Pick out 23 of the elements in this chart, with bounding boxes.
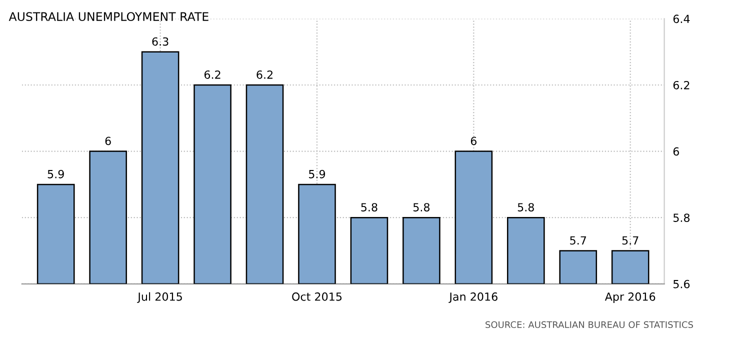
data-label: 5.9 [309,170,326,178]
x-tick-label: Jan 2016 [448,292,498,303]
x-tick-label: Oct 2015 [292,292,342,301]
y-tick-label: 5.6 [673,280,690,288]
data-label: 5.7 [570,236,586,245]
data-label: 6.2 [256,70,272,79]
x-tick-label: Apr 2016 [604,292,656,303]
y-tick-label: 6.2 [673,80,690,90]
y-tick-label: 6.4 [673,14,690,24]
data-label: 5.8 [361,203,378,212]
data-label: 6.2 [204,70,220,79]
data-label: 6.3 [152,37,168,46]
source-note: SOURCE: AUSTRALIAN BUREAU OF STATISTICS [486,321,693,328]
data-label: 5.8 [518,203,534,212]
data-label: 5.7 [622,236,638,245]
chart-title: AUSTRALIA UNEMPLOYMENT RATE [8,12,208,22]
y-tick-label: 6 [673,147,680,156]
x-tick-label: Jul 2015 [137,292,182,303]
data-label: 5.8 [413,203,430,212]
y-tick-label: 5.8 [673,214,690,222]
data-label: 6 [105,136,111,146]
data-label: 5.9 [48,170,64,178]
data-label: 6 [470,136,477,146]
